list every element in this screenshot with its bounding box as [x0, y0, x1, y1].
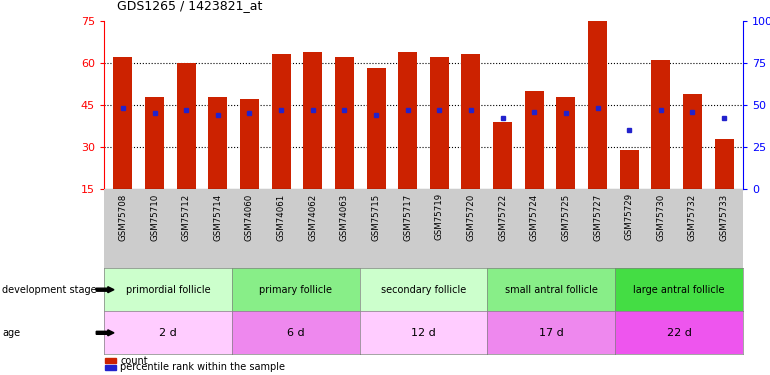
Text: percentile rank within the sample: percentile rank within the sample [120, 362, 285, 372]
Text: large antral follicle: large antral follicle [634, 285, 725, 295]
Bar [651, 60, 670, 189]
Bar [683, 94, 702, 189]
Bar [557, 97, 575, 189]
Text: age: age [2, 328, 21, 338]
Text: GSM75729: GSM75729 [624, 194, 634, 240]
Bar [335, 57, 354, 189]
Bar [430, 57, 449, 189]
Bar [177, 63, 196, 189]
Text: GSM74062: GSM74062 [308, 194, 317, 241]
Text: primary follicle: primary follicle [259, 285, 332, 295]
Text: GSM75719: GSM75719 [435, 194, 444, 240]
Text: 12 d: 12 d [411, 328, 436, 338]
Text: GSM75722: GSM75722 [498, 194, 507, 241]
Text: GSM75708: GSM75708 [119, 194, 127, 241]
Text: GSM75717: GSM75717 [403, 194, 412, 241]
Text: GSM74063: GSM74063 [340, 194, 349, 241]
Text: GSM75727: GSM75727 [593, 194, 602, 241]
Bar [493, 122, 512, 189]
Text: GSM75733: GSM75733 [720, 194, 728, 241]
Bar [145, 97, 164, 189]
Text: small antral follicle: small antral follicle [505, 285, 598, 295]
Text: GSM75710: GSM75710 [150, 194, 159, 241]
Text: GSM75714: GSM75714 [213, 194, 223, 241]
Text: primordial follicle: primordial follicle [126, 285, 210, 295]
Bar [209, 97, 227, 189]
Text: GSM75732: GSM75732 [688, 194, 697, 241]
Text: GSM74060: GSM74060 [245, 194, 254, 241]
Text: secondary follicle: secondary follicle [381, 285, 466, 295]
Text: GSM74061: GSM74061 [276, 194, 286, 241]
Bar [398, 52, 417, 189]
Bar [461, 54, 480, 189]
Bar [272, 54, 290, 189]
Bar [113, 57, 132, 189]
Bar [367, 68, 386, 189]
Text: GSM75712: GSM75712 [182, 194, 191, 241]
Text: GSM75730: GSM75730 [656, 194, 665, 241]
Text: 2 d: 2 d [159, 328, 177, 338]
Bar [588, 21, 607, 189]
Bar [524, 91, 544, 189]
Bar [240, 99, 259, 189]
Text: GDS1265 / 1423821_at: GDS1265 / 1423821_at [117, 0, 262, 12]
Text: 6 d: 6 d [287, 328, 304, 338]
Text: 22 d: 22 d [667, 328, 691, 338]
Text: GSM75725: GSM75725 [561, 194, 571, 241]
Bar [715, 139, 734, 189]
Text: GSM75720: GSM75720 [467, 194, 475, 241]
Text: GSM75715: GSM75715 [372, 194, 380, 241]
Text: count: count [120, 356, 148, 366]
Bar [620, 150, 638, 189]
Text: GSM75724: GSM75724 [530, 194, 539, 241]
Text: development stage: development stage [2, 285, 97, 295]
Bar [303, 52, 323, 189]
Text: 17 d: 17 d [539, 328, 564, 338]
